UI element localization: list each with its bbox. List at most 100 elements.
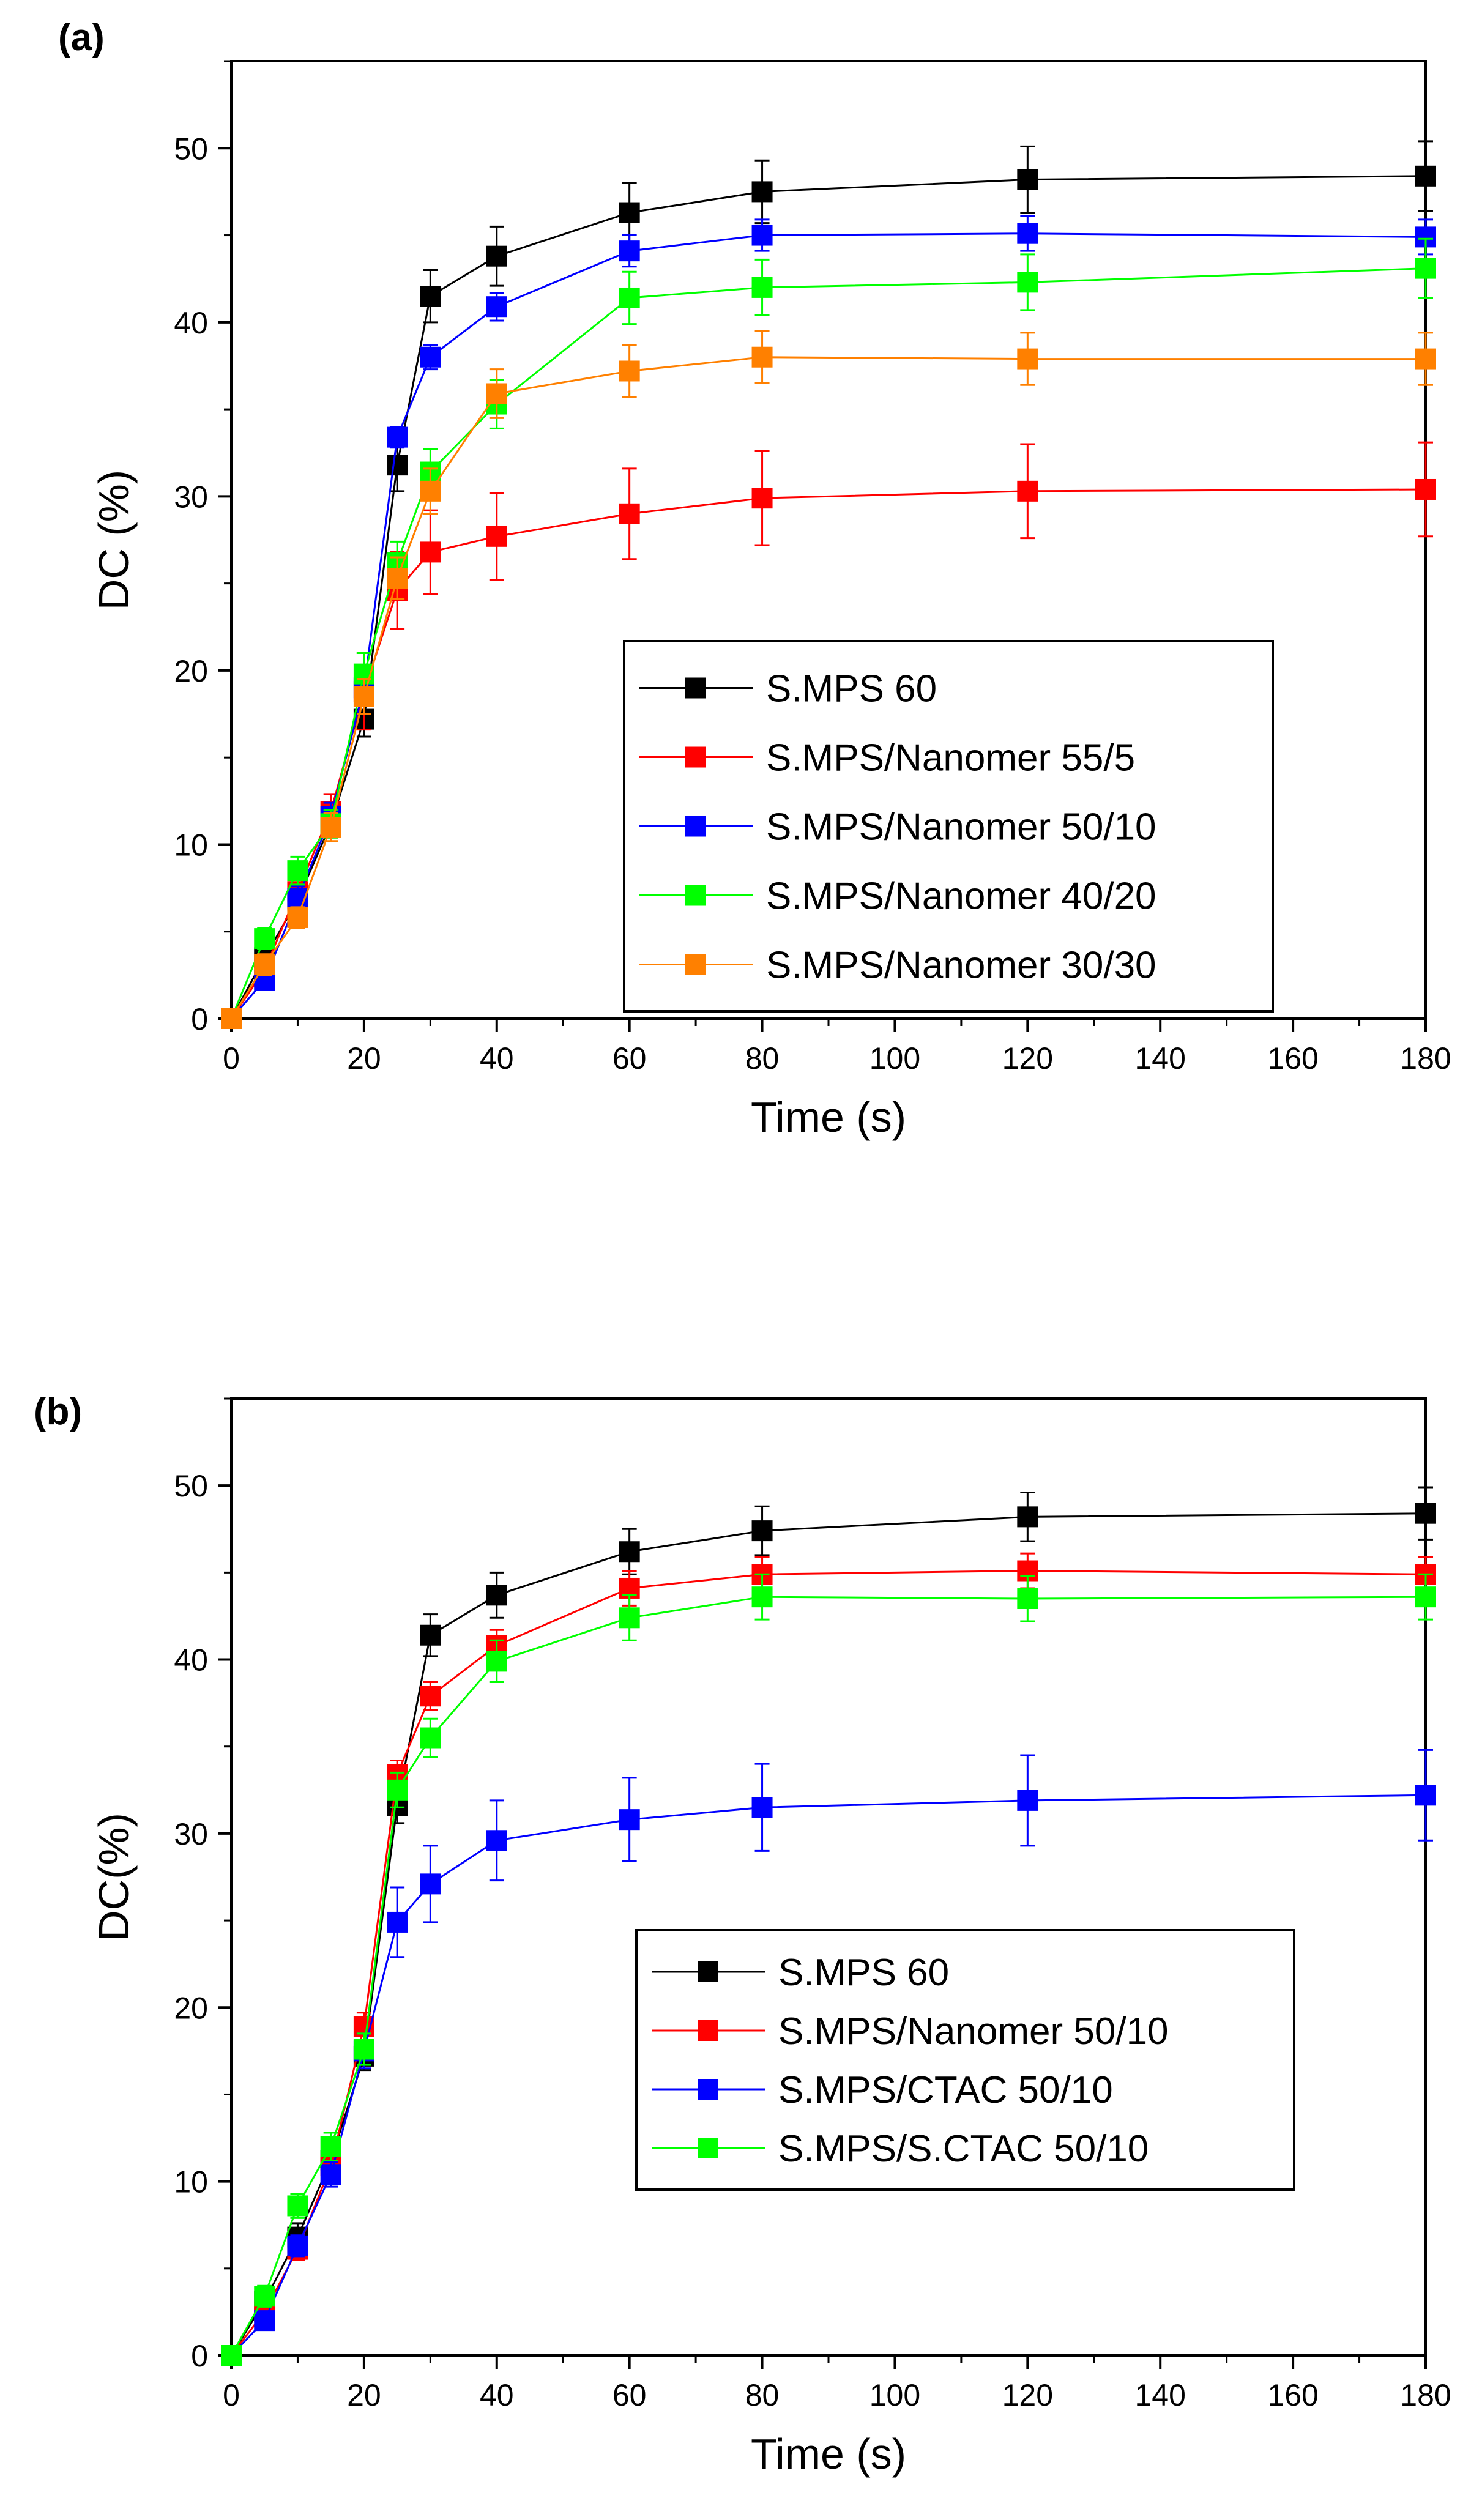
data-point [619, 1607, 640, 1629]
data-point [387, 568, 408, 589]
y-tick-label: 30 [174, 1817, 208, 1851]
y-tick-label: 10 [174, 828, 208, 862]
plot-frame [230, 1397, 1427, 2357]
data-point [221, 1008, 242, 1029]
data-point [420, 1873, 441, 1895]
y-tick-label: 20 [174, 654, 208, 688]
x-tick-label: 100 [869, 1041, 920, 1076]
x-tick-label: 180 [1400, 1041, 1451, 1076]
legend-label: S.MPS/Nanomer 50/10 [778, 2010, 1169, 2053]
legend-label: S.MPS/Nanomer 50/10 [766, 806, 1156, 849]
x-tick-label: 80 [745, 2378, 780, 2412]
data-point [420, 1727, 441, 1749]
data-point [486, 383, 507, 404]
x-tick-label: 40 [480, 2378, 514, 2412]
legend: S.MPS 60 S.MPS/Nanomer 55/5 S.MPS/Nanomer … [623, 640, 1274, 1013]
data-point [619, 360, 640, 382]
data-point [221, 2345, 242, 2366]
legend-label: S.MPS 60 [778, 1952, 949, 1994]
data-point [619, 202, 640, 223]
x-tick-label: 120 [1002, 1041, 1053, 1076]
y-tick-label: 10 [174, 2165, 208, 2199]
data-point [287, 2195, 308, 2217]
legend-marker [685, 677, 706, 699]
y-axis-title: DC(%) [90, 1813, 138, 1941]
data-point [387, 1911, 408, 1933]
panel-label-a: (a) [58, 17, 105, 59]
x-tick-label: 120 [1002, 2378, 1053, 2412]
x-tick-label: 180 [1400, 2378, 1451, 2412]
x-axis-title: Time (s) [751, 2430, 906, 2478]
data-point [287, 2235, 308, 2256]
data-point [420, 480, 441, 502]
legend-marker [685, 885, 706, 906]
data-point [353, 686, 374, 707]
y-tick-label: 50 [174, 132, 208, 166]
legend-label: S.MPS/CTAC 50/10 [778, 2069, 1113, 2111]
x-tick-label: 140 [1135, 2378, 1186, 2412]
x-tick-label: 60 [613, 2378, 647, 2412]
data-point [254, 954, 275, 975]
x-tick-label: 100 [869, 2378, 920, 2412]
data-point [1017, 272, 1038, 293]
x-tick-label: 160 [1267, 2378, 1318, 2412]
x-tick-label: 0 [223, 1041, 240, 1076]
legend-box [635, 1929, 1295, 2191]
x-tick-label: 80 [745, 1041, 780, 1076]
data-point [320, 2136, 341, 2157]
data-point [1415, 1503, 1436, 1524]
legend-label: S.MPS/Nanomer 55/5 [766, 737, 1135, 779]
series-4 [221, 330, 1436, 1029]
data-point [486, 526, 507, 547]
data-point [1415, 258, 1436, 279]
data-point [254, 2286, 275, 2307]
data-point [320, 2164, 341, 2185]
x-tick-label: 140 [1135, 1041, 1186, 1076]
data-point [751, 1586, 773, 1608]
y-tick-label: 40 [174, 306, 208, 340]
data-point [486, 296, 507, 318]
series-line [230, 1596, 1426, 2356]
data-point [751, 181, 773, 203]
x-tick-label: 160 [1267, 1041, 1318, 1076]
data-point [387, 455, 408, 476]
legend-label: S.MPS/Nanomer 40/20 [766, 875, 1156, 918]
y-tick-label: 40 [174, 1643, 208, 1678]
data-point [420, 1624, 441, 1646]
x-tick-label: 40 [480, 1041, 514, 1076]
series-line [230, 1794, 1426, 2357]
data-point [751, 1797, 773, 1818]
legend-label: S.MPS/S.CTAC 50/10 [778, 2128, 1149, 2170]
data-point [619, 503, 640, 524]
x-tick-label: 20 [347, 1041, 381, 1076]
y-tick-label: 0 [191, 2339, 208, 2373]
chart-b: 0 20 40 60 80 100 120 140 160 180 0 10 20 30 40 50 Time … [90, 1397, 1451, 2478]
data-point [420, 541, 441, 563]
legend-label: S.MPS/Nanomer 30/30 [766, 945, 1156, 987]
y-tick-label: 50 [174, 1469, 208, 1503]
legend-marker [698, 1961, 718, 1982]
data-point [287, 860, 308, 882]
data-point [420, 346, 441, 368]
data-point [254, 2310, 275, 2332]
x-axis-title: Time (s) [751, 1093, 906, 1141]
chart-a: 0 20 40 60 80 100 120 140 160 180 0 10 20 30 40 50 Time … [90, 60, 1451, 1141]
data-point [1415, 1785, 1436, 1806]
data-point [1017, 348, 1038, 370]
data-point [387, 426, 408, 448]
legend-marker [698, 2138, 718, 2158]
data-point [486, 1830, 507, 1851]
legend: S.MPS 60 S.MPS/Nanomer 50/10 S.MPS/CTAC 50… [635, 1929, 1295, 2191]
data-point [353, 2039, 374, 2060]
panel-label-b: (b) [34, 1391, 82, 1433]
legend-marker [698, 2020, 718, 2041]
data-point [1017, 1506, 1038, 1528]
data-point [486, 1651, 507, 1672]
data-point [486, 245, 507, 267]
legend-label: S.MPS 60 [766, 668, 937, 710]
y-axis-title: DC (%) [90, 470, 138, 610]
data-point [420, 286, 441, 307]
data-point [287, 907, 308, 928]
data-point [1017, 1790, 1038, 1811]
